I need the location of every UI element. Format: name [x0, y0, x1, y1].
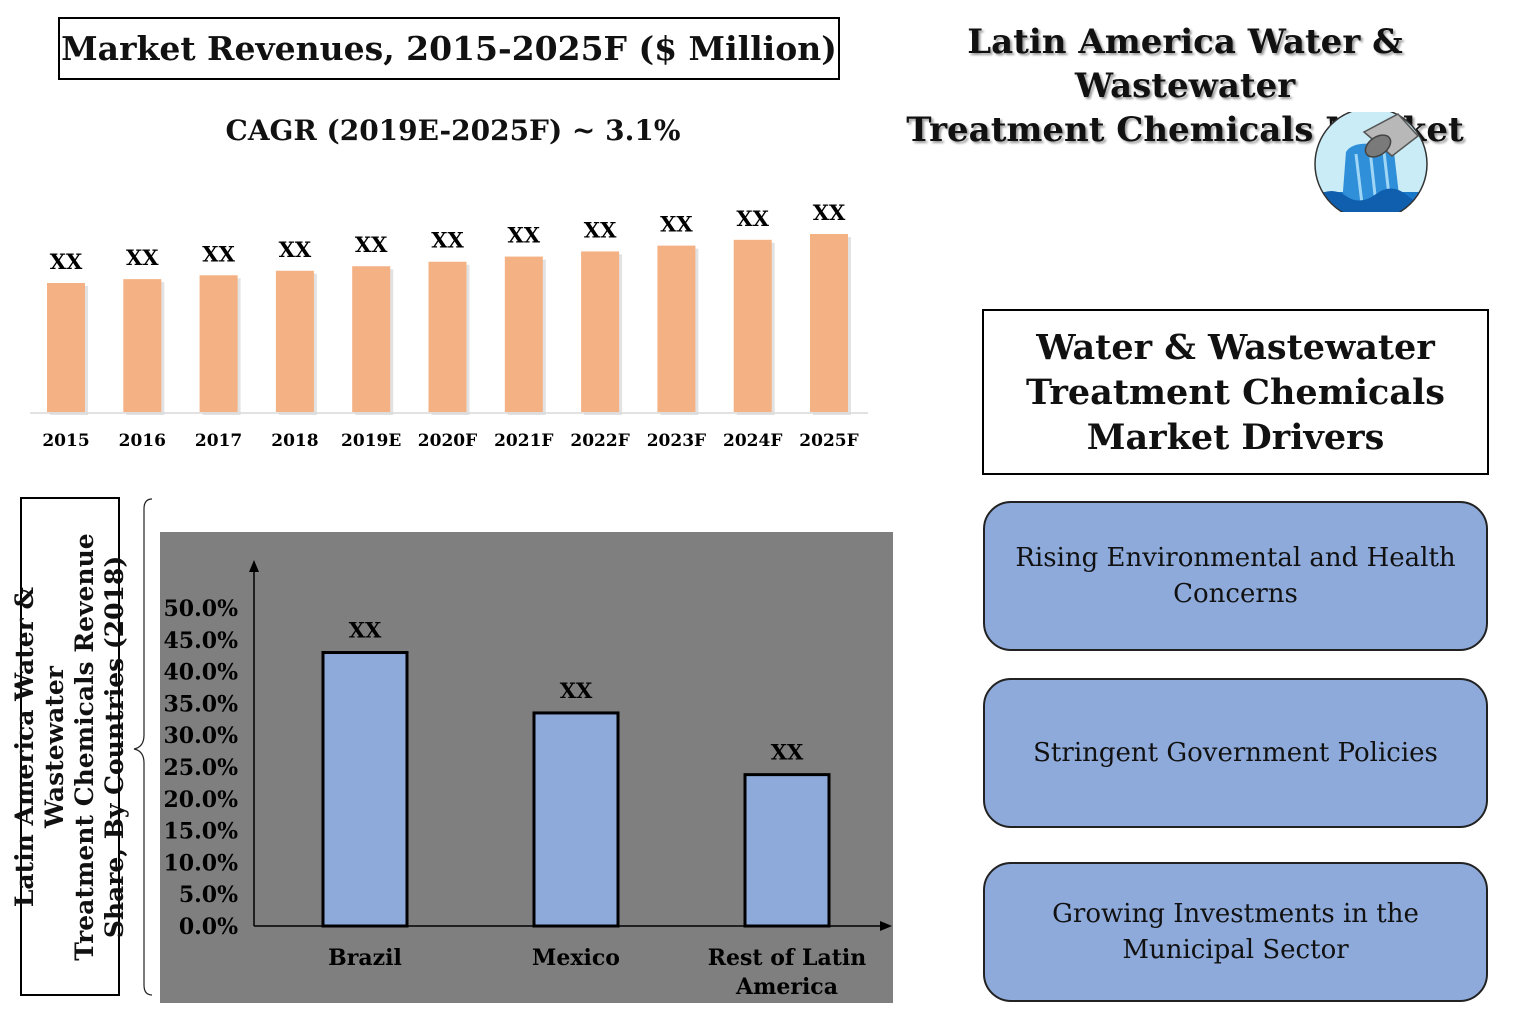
revenue-x-tick: 2020F — [418, 431, 477, 451]
revenue-title-box: Market Revenues, 2015-2025F ($ Million) — [58, 17, 840, 80]
revenue-x-tick: 2018 — [271, 431, 318, 451]
cagr-label: CAGR (2019E-2025F) ~ 3.1% — [225, 114, 681, 147]
side-brace — [133, 498, 153, 996]
share-y-tick: 5.0% — [179, 882, 238, 908]
revenue-x-tick: 2021F — [494, 431, 553, 451]
side-label-line1: Latin America Water & Wastewater — [10, 586, 69, 907]
revenue-x-tick: 2016 — [119, 431, 166, 451]
revenue-data-label: XX — [736, 206, 769, 231]
main-title-line1: Latin America Water & Wastewater — [967, 22, 1403, 106]
share-data-label: XX — [349, 618, 382, 643]
revenue-bar — [123, 279, 162, 412]
revenue-bar — [581, 251, 620, 412]
revenue-x-tick: 2019E — [341, 431, 401, 451]
revenue-data-label: XX — [126, 245, 159, 270]
driver-card-1: Rising Environmental and Health Concerns — [983, 501, 1488, 651]
driver-3-line2: Municipal Sector — [1122, 935, 1349, 965]
revenue-x-tick: 2025F — [799, 431, 858, 451]
share-y-tick: 45.0% — [164, 628, 239, 654]
share-x-tick: America — [735, 974, 838, 1000]
driver-3-line1: Growing Investments in the — [1052, 899, 1419, 929]
share-y-tick: 15.0% — [164, 819, 239, 845]
water-pipe-icon — [1314, 112, 1428, 212]
driver-1-line1: Rising Environmental and Health — [1015, 543, 1456, 573]
revenue-chart: XX 2015 XX 2016 XX 2017 XX 2018 XX 2019E XX 2020F XX… — [30, 200, 868, 451]
share-y-axis-arrow — [249, 560, 259, 572]
revenue-bar — [47, 283, 85, 412]
share-chart: 0.0% 5.0% 10.0% 15.0% 20.0% 25.0% 30.0% 35.0% 40… — [164, 560, 892, 1000]
revenue-bar — [504, 256, 543, 412]
share-bar — [321, 651, 409, 928]
revenue-x-tick: 2023F — [647, 431, 706, 451]
share-bar — [532, 711, 620, 928]
share-x-axis-arrow — [880, 921, 892, 931]
revenue-bar — [810, 234, 848, 412]
share-x-tick: Rest of Latin — [708, 945, 867, 971]
share-y-tick: 20.0% — [164, 787, 239, 813]
revenue-data-label: XX — [584, 217, 617, 242]
drivers-title-line1: Water & Wastewater — [1036, 326, 1435, 368]
drivers-title-line2: Treatment Chemicals — [1025, 371, 1446, 413]
share-y-tick: 25.0% — [164, 755, 239, 781]
drivers-title-box: Water & Wastewater Treatment Chemicals M… — [982, 309, 1489, 475]
revenue-data-label: XX — [508, 223, 541, 248]
share-y-tick: 50.0% — [164, 596, 239, 622]
revenue-data-label: XX — [202, 241, 235, 266]
share-data-label: XX — [771, 740, 804, 765]
share-y-tick: 40.0% — [164, 660, 239, 686]
driver-card-2: Stringent Government Policies — [983, 678, 1488, 828]
share-bar — [743, 773, 831, 928]
driver-1-line2: Concerns — [1173, 579, 1298, 609]
share-y-tick: 30.0% — [164, 723, 239, 749]
share-chart-side-label: Latin America Water & Wastewater Treatme… — [10, 497, 129, 996]
revenue-bar — [657, 245, 696, 412]
revenue-data-label: XX — [813, 200, 846, 225]
revenue-x-tick: 2024F — [723, 431, 782, 451]
drivers-title-line3: Market Drivers — [1086, 416, 1385, 458]
revenue-bar — [275, 270, 314, 412]
revenue-data-label: XX — [431, 228, 464, 253]
revenue-data-label: XX — [50, 249, 83, 274]
revenue-data-label: XX — [660, 212, 693, 237]
revenue-x-tick: 2017 — [195, 431, 242, 451]
revenue-x-tick: 2015 — [42, 431, 89, 451]
revenue-bar — [428, 261, 467, 412]
share-y-tick: 10.0% — [164, 850, 239, 876]
share-y-tick: 0.0% — [179, 914, 238, 940]
revenue-bar — [352, 266, 391, 412]
revenue-x-tick: 2022F — [570, 431, 629, 451]
share-x-tick: Brazil — [328, 945, 402, 971]
revenue-data-label: XX — [355, 232, 388, 257]
driver-card-3: Growing Investments in the Municipal Sec… — [983, 862, 1488, 1002]
revenue-data-label: XX — [279, 237, 312, 262]
side-label-line2: Treatment Chemicals Revenue — [70, 532, 99, 961]
revenue-bar — [199, 275, 238, 412]
share-data-label: XX — [560, 678, 593, 703]
share-x-tick: Mexico — [532, 945, 620, 971]
revenue-bar — [733, 239, 772, 412]
share-y-tick: 35.0% — [164, 691, 239, 717]
revenue-title: Market Revenues, 2015-2025F ($ Million) — [61, 29, 837, 68]
driver-2-line1: Stringent Government Policies — [1033, 738, 1438, 768]
